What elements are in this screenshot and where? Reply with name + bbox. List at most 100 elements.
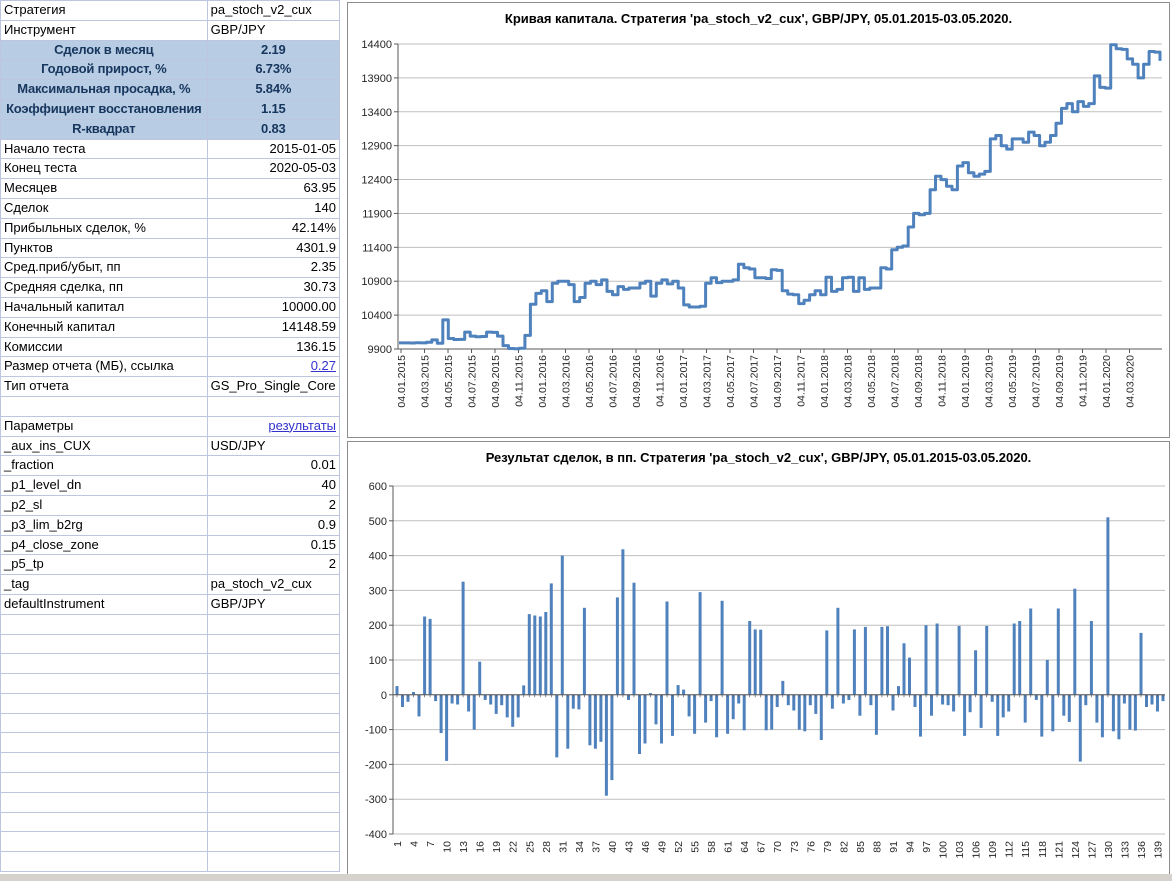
row-label: _aux_ins_CUX [0,435,208,457]
row-value [206,633,341,655]
table-row: _aux_ins_CUX USD/JPY [0,435,341,457]
row-value [206,831,341,853]
results-chart-title: Результат сделок, в пп. Стратегия 'pa_st… [485,450,1032,465]
row-label: _p5_tp [0,554,208,576]
svg-text:04.11.2018: 04.11.2018 [937,355,949,407]
svg-text:115: 115 [1020,841,1032,858]
svg-text:04.11.2019: 04.11.2019 [1078,355,1090,407]
svg-text:04.07.2018: 04.07.2018 [890,355,902,408]
row-value [206,653,341,675]
results-axis-ticks [396,694,1164,698]
svg-text:136: 136 [1136,841,1148,859]
row-label: _p4_close_zone [0,534,208,556]
row-label: Стратегия [0,0,208,21]
row-value: 0.9 [206,514,341,536]
svg-text:139: 139 [1153,841,1165,859]
svg-text:04.01.2016: 04.01.2016 [537,355,549,408]
row-value[interactable]: результаты [206,415,341,437]
svg-text:58: 58 [706,841,718,853]
svg-text:28: 28 [541,841,553,853]
row-label: _tag [0,574,208,595]
row-label: Пунктов [0,237,208,259]
row-value: 0.83 [206,118,341,140]
svg-text:200: 200 [369,620,387,632]
equity-x-axis-labels: 04.01.2015 04.03.2015 04.05.2015 04.07.2015… [396,349,1137,408]
window-bottom-strip [0,874,1172,881]
svg-text:127: 127 [1086,841,1098,859]
table-row: Коэффициент восстановления 1.15 [0,98,341,120]
equity-curve-plot: 14400 13900 13400 12900 12400 11900 11400 10900… [361,39,1162,408]
row-label: Прибыльных сделок, % [0,217,208,239]
svg-text:0: 0 [381,690,387,702]
results-gridlines: 600 500 400 300 200 100 0 -100 -200 -300 -400 [365,481,1165,841]
svg-text:88: 88 [871,841,883,853]
row-value [206,851,341,873]
hyperlink[interactable]: 0.27 [310,358,336,374]
row-label [0,712,208,734]
svg-text:13400: 13400 [361,107,392,119]
row-value [206,692,341,714]
trade-results-plot: 600 500 400 300 200 100 0 -100 -200 -300 -400 1 4 7 10… [365,481,1165,859]
svg-text:64: 64 [739,841,751,853]
table-row: Годовой прирост, % 6.73% [0,59,341,81]
row-label: Максимальная просадка, % [0,79,208,100]
row-label: defaultInstrument [0,593,208,615]
table-row [0,653,341,675]
svg-text:55: 55 [690,841,702,853]
row-label [0,752,208,774]
svg-text:19: 19 [491,841,503,853]
row-label: Коэффициент восстановления [0,98,208,120]
svg-text:04.07.2015: 04.07.2015 [467,355,479,408]
row-value: 140 [206,197,341,219]
row-value: 2015-01-05 [206,138,341,160]
svg-text:04.03.2016: 04.03.2016 [561,355,573,408]
svg-text:11900: 11900 [362,208,392,220]
svg-text:52: 52 [673,841,685,853]
table-row [0,692,341,714]
table-row: Комиссии 136.15 [0,336,341,358]
equity-line-series [399,43,1162,351]
table-row: _p1_level_dn 40 [0,475,341,496]
svg-text:500: 500 [369,516,387,528]
row-value: pa_stoch_v2_cux [206,0,341,21]
table-row [0,831,341,853]
trade-result-bars [395,517,1165,796]
table-row: Начало теста 2015-01-05 [0,138,341,160]
svg-text:04.03.2018: 04.03.2018 [843,355,855,408]
row-value: 5.84% [206,79,341,100]
row-label: Начало теста [0,138,208,160]
svg-text:37: 37 [590,841,602,853]
hyperlink[interactable]: результаты [268,417,336,433]
row-label: Годовой прирост, % [0,59,208,81]
svg-text:121: 121 [1053,841,1065,859]
svg-text:04.03.2019: 04.03.2019 [984,355,996,408]
svg-text:04.11.2016: 04.11.2016 [655,355,667,407]
row-value [206,752,341,774]
row-value: 40 [206,475,341,496]
svg-text:-300: -300 [365,794,387,806]
row-value [206,712,341,734]
row-label [0,732,208,754]
row-value: USD/JPY [206,435,341,457]
svg-text:10400: 10400 [361,310,392,322]
row-label [0,395,208,417]
equity-curve-chart: Кривая капитала. Стратегия 'pa_stoch_v2_… [347,2,1170,438]
svg-text:85: 85 [855,841,867,853]
svg-text:04.03.2017: 04.03.2017 [702,355,714,408]
svg-text:04.09.2017: 04.09.2017 [772,355,784,408]
svg-text:22: 22 [508,841,520,853]
svg-text:04.03.2015: 04.03.2015 [420,355,432,408]
row-value [206,395,341,417]
svg-text:25: 25 [524,841,536,853]
row-label [0,811,208,833]
svg-text:04.11.2017: 04.11.2017 [796,355,808,407]
stats-table: Стратегия pa_stoch_v2_cux Инструмент GBP/JP… [0,0,341,873]
row-value: 1.15 [206,98,341,120]
row-value[interactable]: 0.27 [206,356,341,378]
row-value: 2 [206,554,341,576]
row-value: 6.73% [206,59,341,81]
svg-text:49: 49 [657,841,669,853]
row-value: 63.95 [206,178,341,199]
table-row: _fraction 0.01 [0,455,341,477]
svg-text:4: 4 [409,841,421,847]
